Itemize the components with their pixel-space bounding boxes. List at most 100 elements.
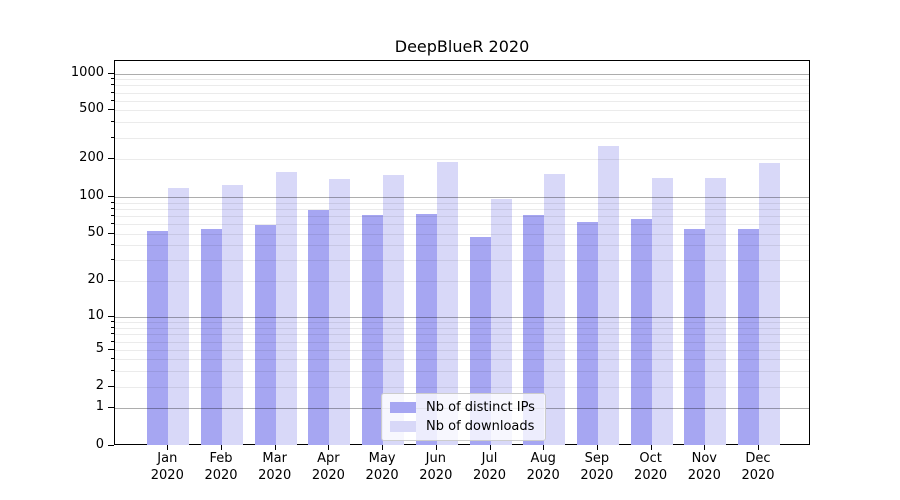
x-tick-label: Jan 2020	[135, 451, 199, 484]
gridline-minor	[115, 341, 809, 343]
gridline-minor	[115, 260, 809, 262]
x-tick-month: Jan	[157, 451, 178, 466]
bar-nb-of-distinct-ips-nov	[684, 228, 706, 445]
gridline-minor	[115, 208, 809, 210]
y-tick-label: 2	[95, 378, 104, 393]
bar-nb-of-downloads-dec	[759, 163, 780, 445]
y-tick-label: 500	[79, 101, 104, 117]
gridline-minor	[115, 215, 809, 217]
y-tick-mark	[108, 445, 114, 446]
gridline-minor	[115, 370, 809, 372]
x-tick-month: Jun	[425, 451, 446, 466]
x-tick-mark	[489, 445, 491, 450]
y-tick-label: 10	[87, 308, 104, 323]
y-minor-tick-mark	[111, 201, 114, 203]
x-tick-year: 2020	[204, 467, 238, 483]
y-minor-tick-mark	[111, 223, 114, 225]
y-minor-tick-mark	[111, 84, 114, 86]
bar-nb-of-downloads-jul	[490, 198, 512, 445]
x-tick-month: May	[368, 451, 396, 466]
x-tick-year: 2020	[419, 467, 453, 483]
bar-nb-of-distinct-ips-dec	[738, 228, 759, 445]
y-minor-tick-mark	[111, 333, 114, 335]
x-tick-year: 2020	[365, 467, 399, 483]
x-tick-month: Dec	[745, 451, 771, 466]
y-minor-tick-mark	[111, 232, 114, 234]
y-tick-label: 1000	[70, 64, 104, 80]
gridline-minor	[115, 359, 809, 361]
legend-swatch-downloads	[390, 421, 416, 432]
y-minor-tick-mark	[111, 349, 114, 351]
gridline-major	[115, 197, 809, 198]
gridline-minor	[115, 85, 809, 87]
x-tick-mark	[758, 445, 759, 450]
gridline-major	[115, 317, 809, 318]
bar-nb-of-downloads-oct	[651, 177, 673, 445]
y-tick-label: 0	[95, 437, 104, 452]
gridline-minor	[115, 137, 809, 139]
x-tick-label: Mar 2020	[243, 451, 307, 484]
gridline-minor	[115, 159, 809, 161]
x-tick-label: Jul 2020	[458, 451, 522, 484]
y-minor-tick-mark	[111, 214, 114, 216]
y-tick-label: 1	[95, 399, 104, 415]
legend-swatch-distinct-ips	[390, 402, 416, 413]
x-tick-mark	[596, 445, 598, 450]
y-minor-tick-mark	[111, 99, 114, 101]
bar-nb-of-distinct-ips-oct	[630, 219, 652, 445]
x-tick-year: 2020	[580, 467, 614, 483]
legend-label-downloads: Nb of downloads	[426, 419, 535, 434]
gridline-minor	[115, 322, 809, 324]
bar-nb-of-downloads-jun	[436, 161, 458, 445]
bar-nb-of-downloads-mar	[275, 172, 297, 445]
y-minor-tick-mark	[111, 259, 114, 261]
y-minor-tick-mark	[111, 358, 114, 360]
gridline-minor	[115, 334, 809, 336]
x-tick-label: Feb 2020	[189, 451, 253, 484]
bar-nb-of-distinct-ips-aug	[523, 215, 545, 445]
gridline-minor	[115, 245, 809, 247]
bar-nb-of-downloads-may	[383, 175, 405, 445]
x-tick-label: Nov 2020	[672, 451, 736, 484]
gridline-minor	[115, 387, 809, 388]
gridline-minor	[115, 327, 809, 329]
y-tick-label: 50	[87, 224, 104, 240]
x-tick-month: Sep	[584, 451, 610, 466]
x-tick-label: May 2020	[350, 451, 414, 484]
bar-nb-of-downloads-nov	[705, 178, 727, 445]
x-tick-year: 2020	[311, 467, 345, 483]
x-tick-mark	[435, 445, 437, 450]
y-tick-label: 5	[95, 341, 104, 357]
y-tick-mark	[108, 196, 114, 197]
y-tick-label: 200	[79, 150, 104, 166]
x-tick-month: Feb	[209, 451, 233, 466]
x-tick-month: Oct	[639, 451, 662, 466]
x-tick-month: Apr	[317, 451, 340, 466]
gridline-minor	[115, 100, 809, 102]
legend-row: Nb of distinct IPs	[390, 400, 535, 415]
y-minor-tick-mark	[111, 386, 114, 387]
gridline-minor	[115, 122, 809, 124]
x-tick-label: Jun 2020	[404, 451, 468, 484]
y-minor-tick-mark	[111, 326, 114, 328]
gridline-minor	[115, 224, 809, 226]
x-tick-month: Mar	[262, 451, 287, 466]
bars-layer	[115, 61, 809, 445]
x-tick-label: Oct 2020	[619, 451, 683, 484]
grid-layer	[115, 61, 809, 444]
x-tick-year: 2020	[150, 467, 184, 483]
x-tick-year: 2020	[472, 467, 507, 483]
gridline-minor	[115, 110, 809, 112]
gridline-minor	[115, 92, 809, 94]
bar-nb-of-downloads-sep	[597, 145, 619, 445]
y-tick-mark	[108, 316, 114, 317]
bar-nb-of-distinct-ips-sep	[576, 222, 598, 445]
y-minor-tick-mark	[111, 207, 114, 209]
x-tick-year: 2020	[634, 467, 668, 483]
x-tick-mark	[221, 445, 222, 450]
plot-area: Nb of distinct IPs Nb of downloads	[114, 60, 810, 445]
bar-nb-of-distinct-ips-jun	[415, 214, 437, 445]
x-tick-label: Apr 2020	[296, 451, 360, 484]
x-tick-mark	[704, 445, 706, 450]
x-tick-mark	[382, 445, 384, 450]
